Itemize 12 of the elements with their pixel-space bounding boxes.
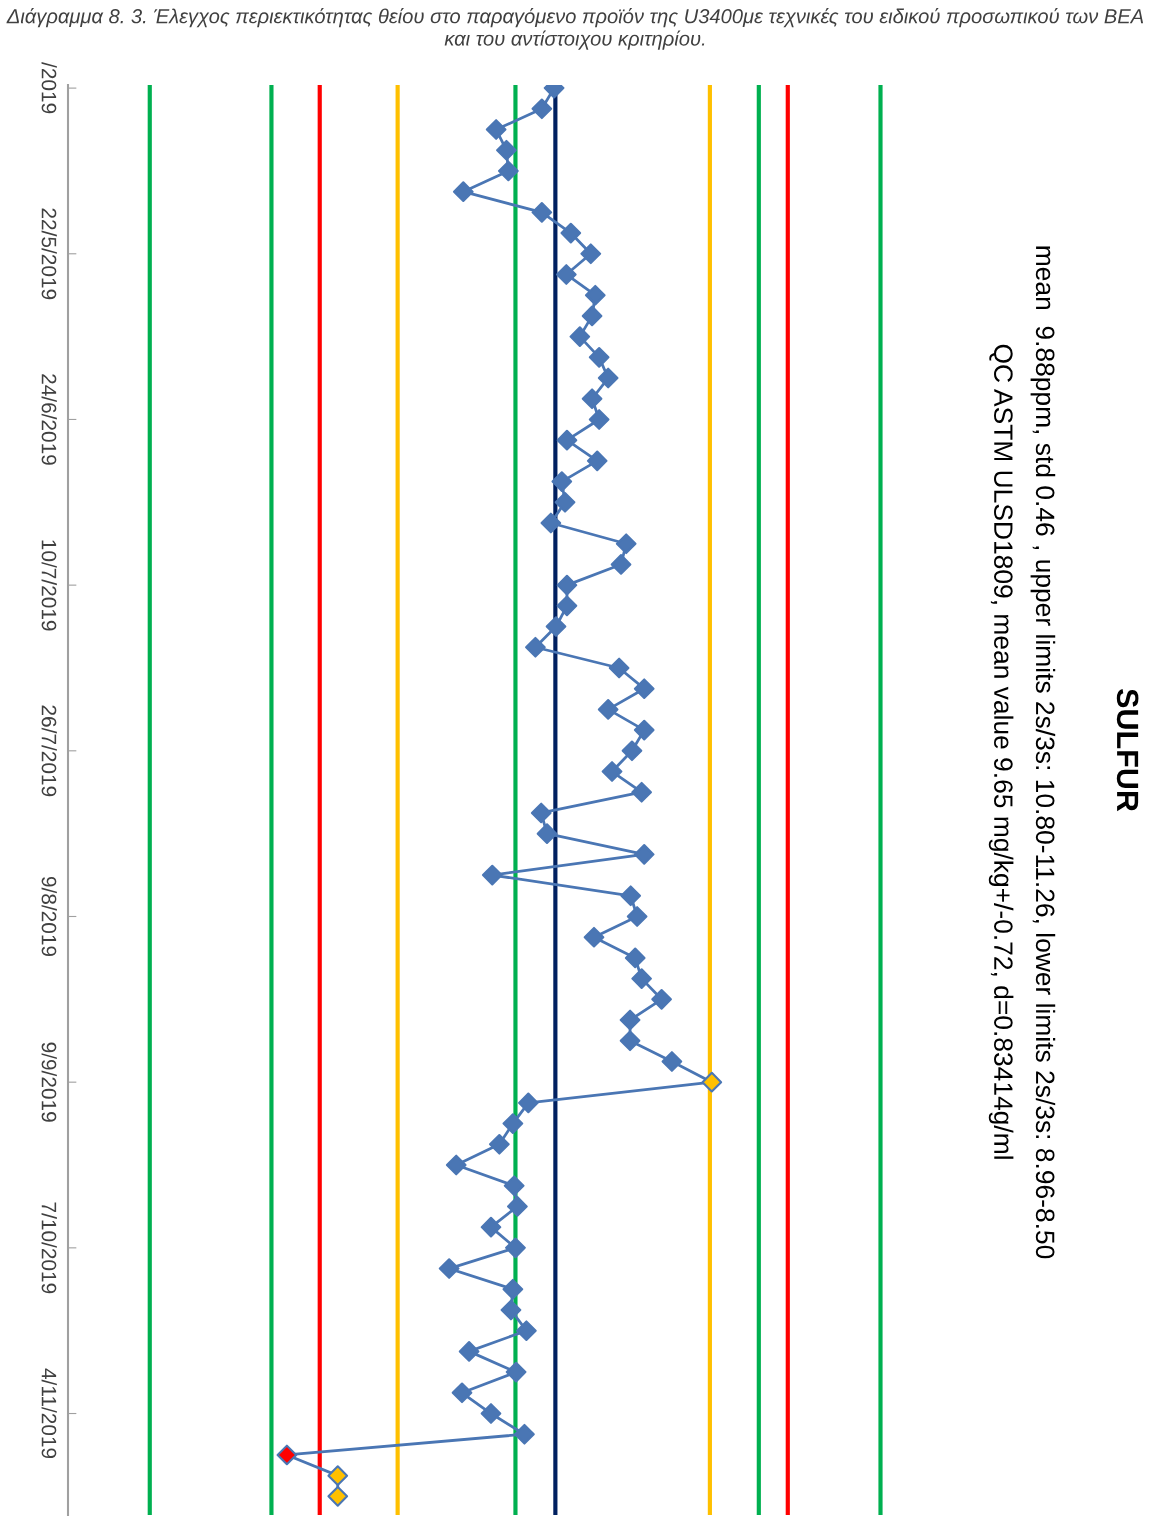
y-tick-label: 7/10/2019 <box>41 1202 57 1294</box>
text: mean 9.88ppm, std 0.46 , upper limits 2s/3s: 10.80-11.26, lower limits 2s/3s: 8.96-8.50 QC ASTM ULSD1809, mean value 9.65 mg/kg+/-0.72, d=0.83414g/ml <box>988 246 1056 1259</box>
y-tick-label: 9/9/2019 <box>41 1042 57 1122</box>
y-tick-label: 24/6/2019 <box>41 374 57 465</box>
y-tick-label: 22/5/2019 <box>41 208 57 300</box>
y-tick-label: 26/7/2019 <box>41 705 57 797</box>
y-tick-label: 10/7/2019 <box>41 540 57 631</box>
text: Διάγραμμα 8. 3. Έλεγχος περιεκτικότητας θείου στο παραγόμενο προϊόν της U3400με τεχνικές του ειδικού προσωπικού των ΒΕΑ και του αντίστοιχου κριτηρίου. <box>6 8 1144 50</box>
text: SULFUR <box>1116 688 1139 812</box>
y-tick-label: 9/8/2019 <box>41 876 57 957</box>
y-tick-label: 4/11/2019 <box>41 1368 57 1459</box>
y-tick-label: /2019 <box>41 62 57 114</box>
